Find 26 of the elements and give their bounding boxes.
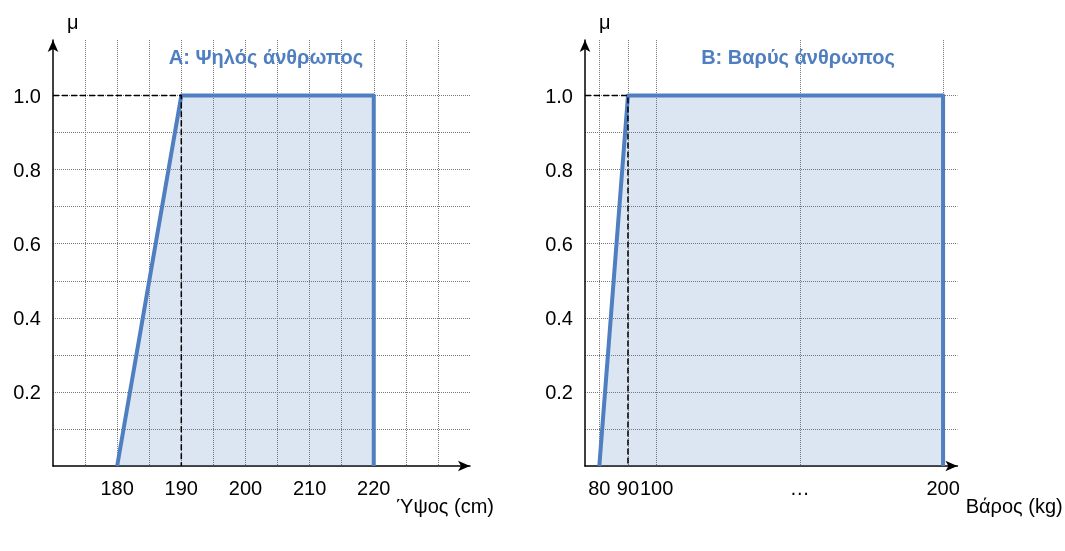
chart-title: B: Βαρύς άνθρωπος (701, 46, 895, 68)
y-axis-title: μ (67, 11, 79, 33)
x-tick-label: 190 (164, 477, 198, 499)
chart-title: A: Ψηλός άνθρωπος (168, 46, 364, 68)
x-tick-label: 210 (292, 477, 327, 499)
y-tick-label: 0.4 (545, 306, 573, 329)
x-tick-label: 180 (100, 477, 134, 499)
y-axis-title: μ (599, 11, 611, 33)
y-tick-label: 0.2 (13, 380, 41, 403)
x-tick-label: 80 (588, 477, 611, 499)
x-tick-label: 220 (357, 477, 391, 499)
y-tick-label: 1.0 (545, 84, 573, 107)
x-tick-label: … (789, 477, 810, 499)
x-tick-label: 200 (228, 477, 263, 499)
x-axis-title: Βάρος (kg) (965, 495, 1063, 517)
y-tick-label: 1.0 (13, 84, 41, 107)
x-axis-title: Ύψος (cm) (396, 495, 495, 517)
x-tick-label: 200 (926, 477, 960, 499)
y-tick-label: 0.6 (545, 232, 573, 255)
x-tick-label: 90 (616, 477, 640, 499)
y-tick-label: 0.2 (545, 380, 573, 403)
y-tick-label: 0.6 (13, 232, 41, 255)
y-tick-label: 0.8 (13, 158, 41, 181)
y-tick-label: 0.8 (545, 158, 573, 181)
y-tick-label: 0.4 (13, 306, 41, 329)
x-tick-label: 100 (639, 477, 674, 499)
